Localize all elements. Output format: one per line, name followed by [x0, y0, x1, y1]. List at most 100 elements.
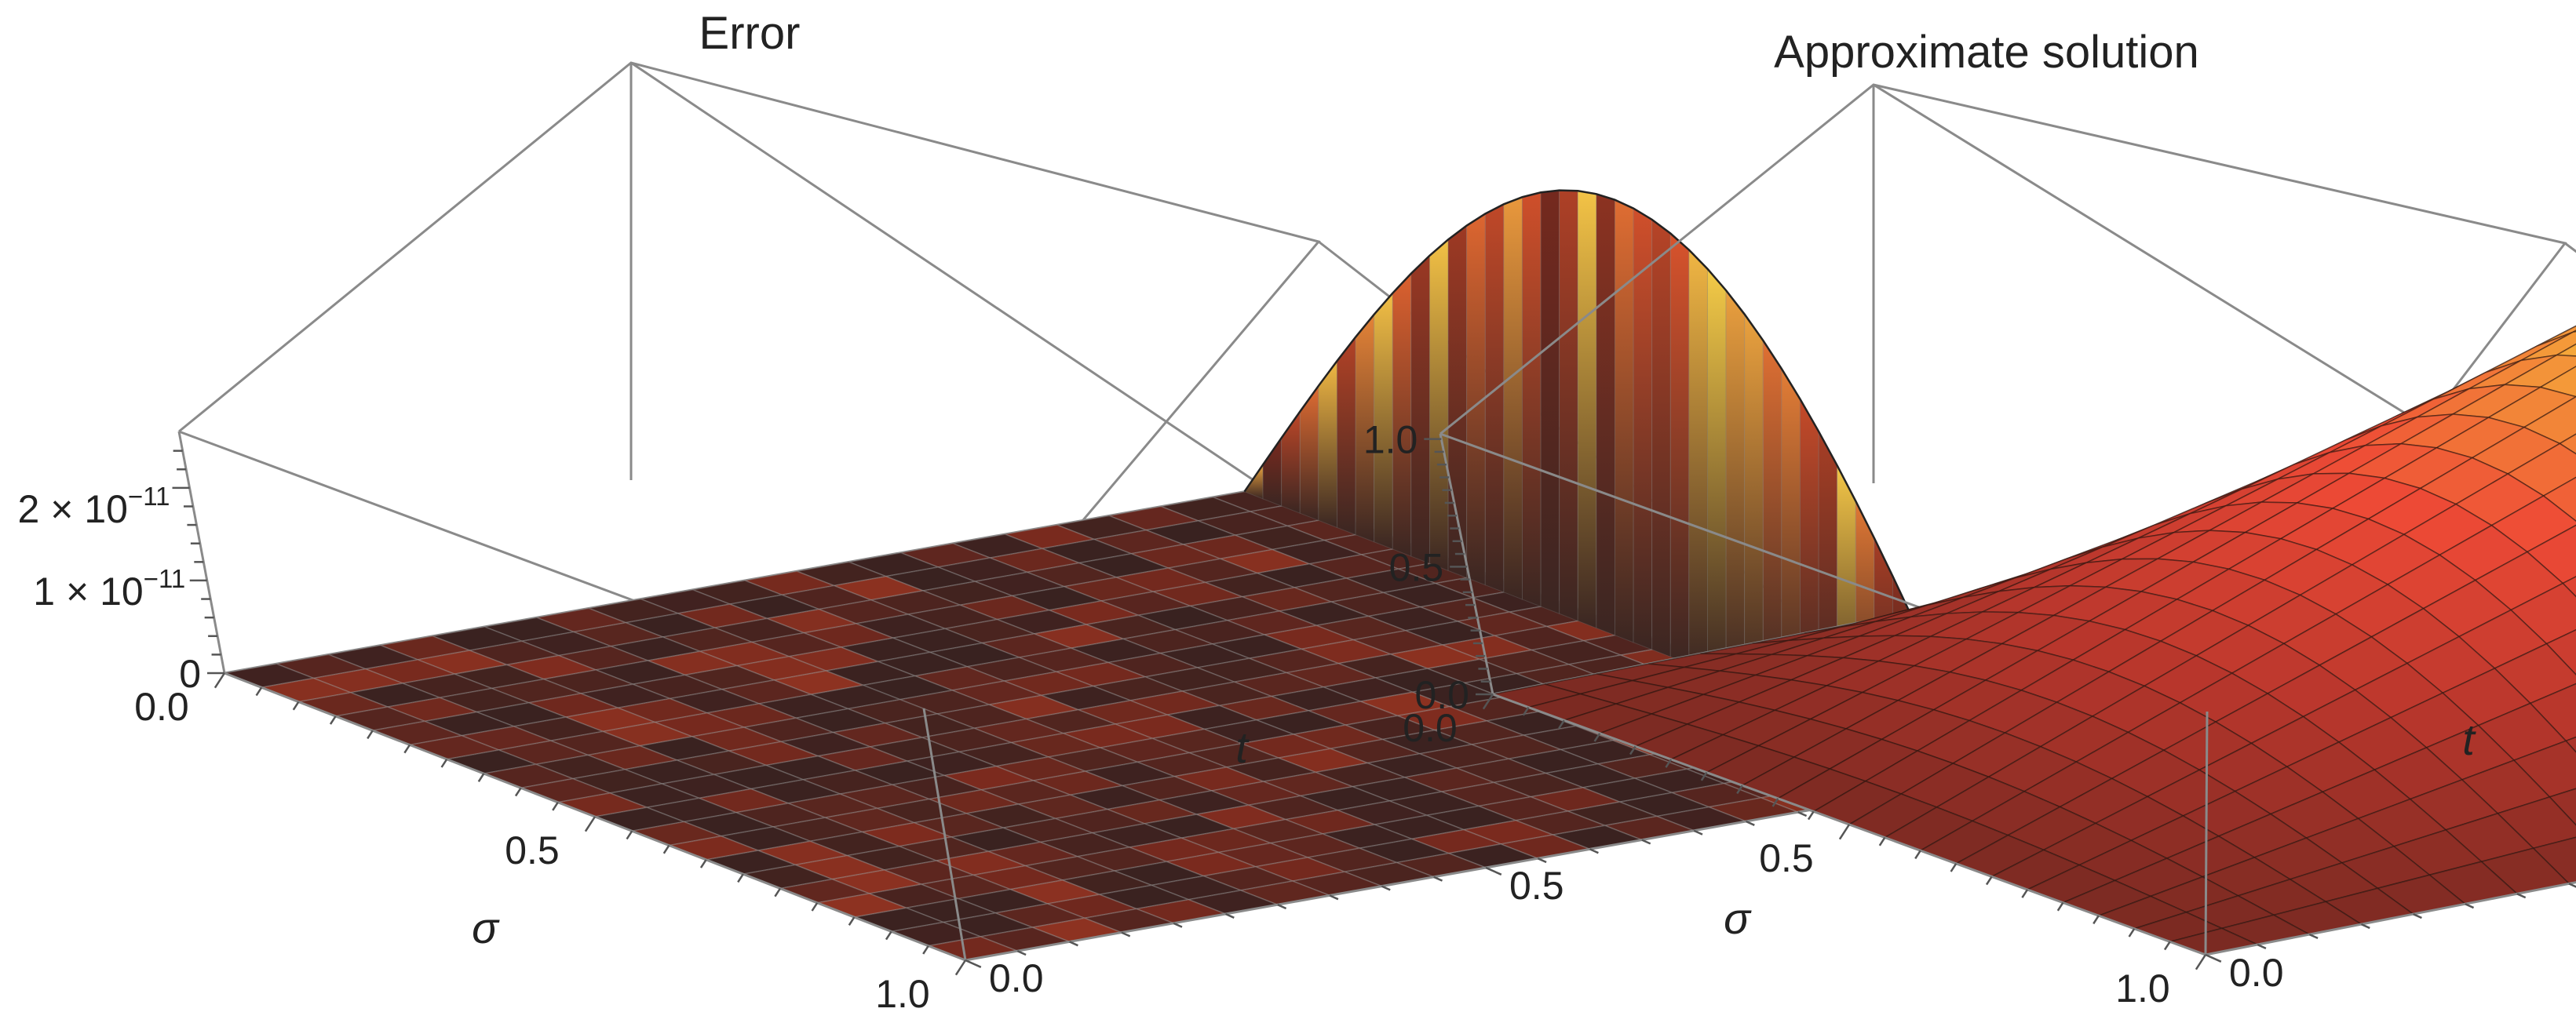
z-axis-ticks: 0.0 0.5 1.0 [1363, 418, 1493, 717]
y-tick-label: 0.0 [2229, 951, 2284, 995]
x-tick-label: 0.0 [134, 685, 189, 729]
z-tick-label: 1 × 10−11 [33, 564, 185, 613]
x-tick [1522, 706, 1530, 716]
x-tick [954, 959, 967, 976]
y-tick [1016, 950, 1027, 956]
x-axis-ticks: 0.0 0.5 1.0 [134, 672, 967, 1016]
x-tick [514, 787, 522, 797]
x-tick [2195, 954, 2207, 970]
y-tick [1329, 894, 1339, 901]
surface [1491, 325, 2576, 956]
y-tick [2308, 933, 2319, 940]
x-tick [811, 902, 819, 912]
wall-strip [1410, 254, 1430, 564]
x-tick [584, 816, 597, 832]
y-axis-ticks: 0.00.51.0 [2205, 883, 2576, 995]
z-tick-label: 0.0 [1414, 673, 1469, 717]
y-tick [1433, 876, 1443, 882]
y-tick [2516, 893, 2527, 899]
x-tick-label: 1.0 [875, 972, 930, 1016]
x-tick [367, 730, 374, 740]
x-tick [1593, 733, 1601, 742]
x-tick [477, 773, 485, 782]
x-tick [626, 830, 633, 840]
x-tick [1950, 863, 1958, 872]
x-tick-label: 0.5 [1759, 836, 1814, 880]
surface-patch [2554, 343, 2576, 357]
x-tick [2093, 915, 2100, 925]
x-tick [1700, 771, 1708, 781]
y-tick [1589, 848, 1599, 854]
x-tick [922, 945, 929, 955]
x-tick [403, 744, 411, 754]
x-tick [2128, 928, 2136, 938]
wall-strip [1299, 384, 1319, 522]
x-tick [774, 887, 782, 897]
y-tick-label: 0.0 [989, 956, 1044, 1000]
y-tick [1641, 839, 1651, 845]
box-edge [2204, 711, 2209, 956]
wall-strip [1262, 436, 1283, 507]
wall-strip [1706, 268, 1727, 679]
surface-patch [2558, 433, 2576, 455]
y-tick [2568, 883, 2576, 888]
x-tick [1771, 798, 1779, 807]
wall-strip [1725, 289, 1746, 686]
x-tick [848, 916, 856, 926]
wall-strip [1521, 191, 1542, 607]
x-tick [1878, 836, 1886, 846]
y-tick [965, 959, 982, 968]
x-tick [552, 802, 559, 811]
y-tick [1693, 829, 1703, 836]
x-tick [2021, 889, 2029, 898]
wall-strip [1503, 196, 1523, 600]
y-tick [1485, 866, 1502, 876]
y-tick [1224, 912, 1235, 919]
x-tick [213, 672, 226, 689]
y-tick [1121, 931, 1131, 938]
wall-strip [1428, 238, 1449, 572]
box-edge [2205, 881, 2576, 956]
wall-strip [1559, 190, 1578, 622]
x-tick [1914, 850, 1921, 860]
x-tick-label: 0.5 [505, 828, 560, 872]
x-tick [2056, 901, 2064, 912]
z-tick-label: 1.0 [1363, 418, 1418, 462]
x-tick [329, 715, 337, 725]
x-tick-label: 0.0 [1403, 706, 1458, 750]
x-tick [1558, 719, 1565, 730]
x-tick [699, 859, 707, 868]
x-tick [1482, 694, 1494, 710]
wall-strip [1540, 190, 1560, 615]
wall-strip [1669, 232, 1690, 665]
wall-strip [1651, 218, 1671, 657]
x-tick [1838, 824, 1851, 840]
x-tick [662, 844, 670, 854]
chart-title: Approximate solution [1774, 27, 2199, 78]
y-tick [2257, 943, 2267, 949]
z-tick-label: 0.5 [1389, 545, 1444, 589]
y-tick [2465, 903, 2475, 909]
z-tick-label: 2 × 10−11 [18, 482, 170, 531]
y-tick [1277, 904, 1287, 910]
y-tick [1069, 941, 1078, 947]
y-tick [2413, 913, 2422, 919]
x-tick [737, 873, 744, 883]
y-tick [1381, 885, 1391, 891]
z-axis-ticks: 0 1 × 10−11 2 × 10−11 [18, 450, 224, 696]
x-tick [255, 686, 263, 697]
y-tick [1537, 857, 1547, 864]
x-tick [1736, 785, 1743, 795]
peak-curve [1243, 189, 1987, 780]
x-tick [440, 759, 448, 768]
chart-title: Error [699, 8, 801, 59]
z-tick-label: 0 [179, 652, 201, 696]
y-tick-label: 0.5 [1509, 864, 1564, 908]
y-tick [2360, 923, 2370, 930]
y-tick [1745, 820, 1755, 826]
wall-strip [1614, 198, 1634, 643]
x-tick [292, 701, 300, 711]
x-tick-label: 1.0 [2115, 967, 2170, 1010]
y-axis-label: t [2462, 715, 2476, 764]
wall-strip [1596, 193, 1615, 636]
